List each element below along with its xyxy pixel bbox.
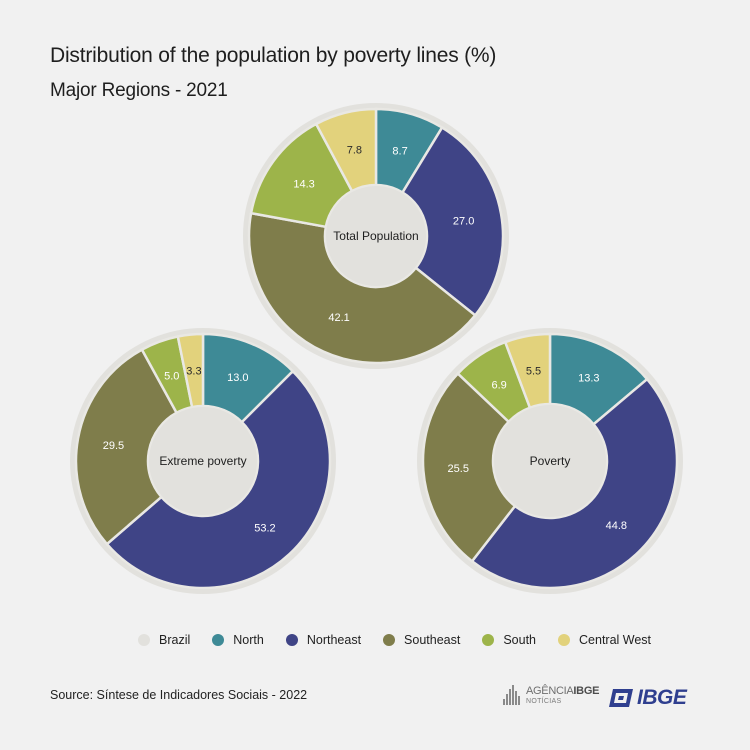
slice-label-poverty-northeast: 44.8 bbox=[606, 520, 627, 532]
slice-total-population-northeast bbox=[400, 125, 505, 318]
slice-label-poverty-north: 13.3 bbox=[578, 373, 599, 385]
agencia-brand: IBGE bbox=[573, 684, 600, 697]
legend-label-south: South bbox=[503, 633, 537, 647]
legend: Brazil North Northeast Southeast South C… bbox=[138, 633, 651, 647]
slice-label-total-population-north: 8.7 bbox=[392, 145, 407, 157]
agencia-ibge-logo: AGÊNCIAIBGE NOTÍCIAS bbox=[503, 685, 599, 705]
agencia-bars-icon bbox=[503, 685, 521, 705]
slice-label-extreme-poverty-north: 13.0 bbox=[227, 372, 248, 384]
legend-item-northeast: Northeast bbox=[285, 633, 362, 647]
slice-label-extreme-poverty-south: 5.0 bbox=[164, 371, 179, 383]
slice-extreme-poverty-central-west bbox=[176, 332, 205, 409]
slice-label-total-population-central-west: 7.8 bbox=[347, 145, 362, 157]
slice-poverty-northeast bbox=[470, 377, 679, 590]
legend-swatch-north bbox=[212, 634, 225, 646]
center-label-extreme-poverty: Extreme poverty bbox=[159, 454, 246, 468]
slice-label-total-population-southeast: 42.1 bbox=[328, 312, 349, 324]
slice-total-population-southeast bbox=[247, 211, 477, 365]
chart-title: Distribution of the population by povert… bbox=[50, 44, 497, 67]
slice-label-extreme-poverty-northeast: 53.2 bbox=[254, 523, 275, 535]
slice-poverty-central-west bbox=[503, 332, 552, 410]
donut-hole-total-population bbox=[326, 186, 426, 286]
slice-label-poverty-southeast: 25.5 bbox=[448, 463, 469, 475]
legend-item-southeast: Southeast bbox=[383, 633, 460, 647]
legend-label-north: North bbox=[233, 633, 264, 647]
source-note: Source: Síntese de Indicadores Sociais -… bbox=[50, 688, 308, 702]
legend-label-brazil: Brazil bbox=[159, 633, 191, 647]
slice-total-population-central-west bbox=[314, 107, 378, 193]
chart-subtitle: Major Regions - 2021 bbox=[50, 80, 228, 101]
legend-label-central-west: Central West bbox=[579, 633, 652, 647]
slice-label-extreme-poverty-central-west: 3.3 bbox=[186, 365, 201, 377]
center-label-poverty: Poverty bbox=[530, 454, 571, 468]
slice-poverty-southeast bbox=[421, 371, 517, 564]
ibge-logo-text: IBGE bbox=[637, 686, 687, 709]
legend-swatch-brazil bbox=[138, 634, 150, 646]
legend-item-central-west: Central West bbox=[558, 633, 651, 647]
donut-hole-poverty bbox=[494, 405, 606, 517]
donut-hole-extreme-poverty bbox=[149, 407, 257, 515]
legend-swatch-south bbox=[482, 634, 495, 646]
legend-item-brazil: Brazil bbox=[138, 633, 190, 647]
legend-item-south: South bbox=[482, 633, 536, 647]
legend-swatch-central-west bbox=[558, 634, 571, 646]
slice-label-total-population-south: 14.3 bbox=[293, 179, 314, 191]
slice-label-poverty-central-west: 5.5 bbox=[526, 365, 541, 377]
legend-item-north: North bbox=[212, 633, 264, 647]
legend-label-southeast: Southeast bbox=[404, 633, 461, 647]
center-label-total-population: Total Population bbox=[333, 229, 418, 243]
slice-label-extreme-poverty-southeast: 29.5 bbox=[103, 440, 124, 452]
ibge-mark-icon bbox=[609, 689, 633, 707]
ibge-logo: IBGE bbox=[608, 686, 687, 710]
slice-extreme-poverty-southeast bbox=[74, 347, 179, 546]
slice-total-population-south bbox=[249, 122, 354, 229]
slice-label-total-population-northeast: 27.0 bbox=[453, 216, 474, 228]
legend-swatch-northeast bbox=[285, 634, 298, 646]
legend-swatch-southeast bbox=[383, 634, 396, 646]
agencia-prefix: AGÊNCIA bbox=[526, 684, 574, 697]
slice-label-poverty-south: 6.9 bbox=[491, 379, 506, 391]
slice-extreme-poverty-northeast bbox=[105, 369, 332, 590]
legend-label-northeast: Northeast bbox=[306, 633, 362, 647]
agencia-sub: NOTÍCIAS bbox=[526, 697, 562, 705]
